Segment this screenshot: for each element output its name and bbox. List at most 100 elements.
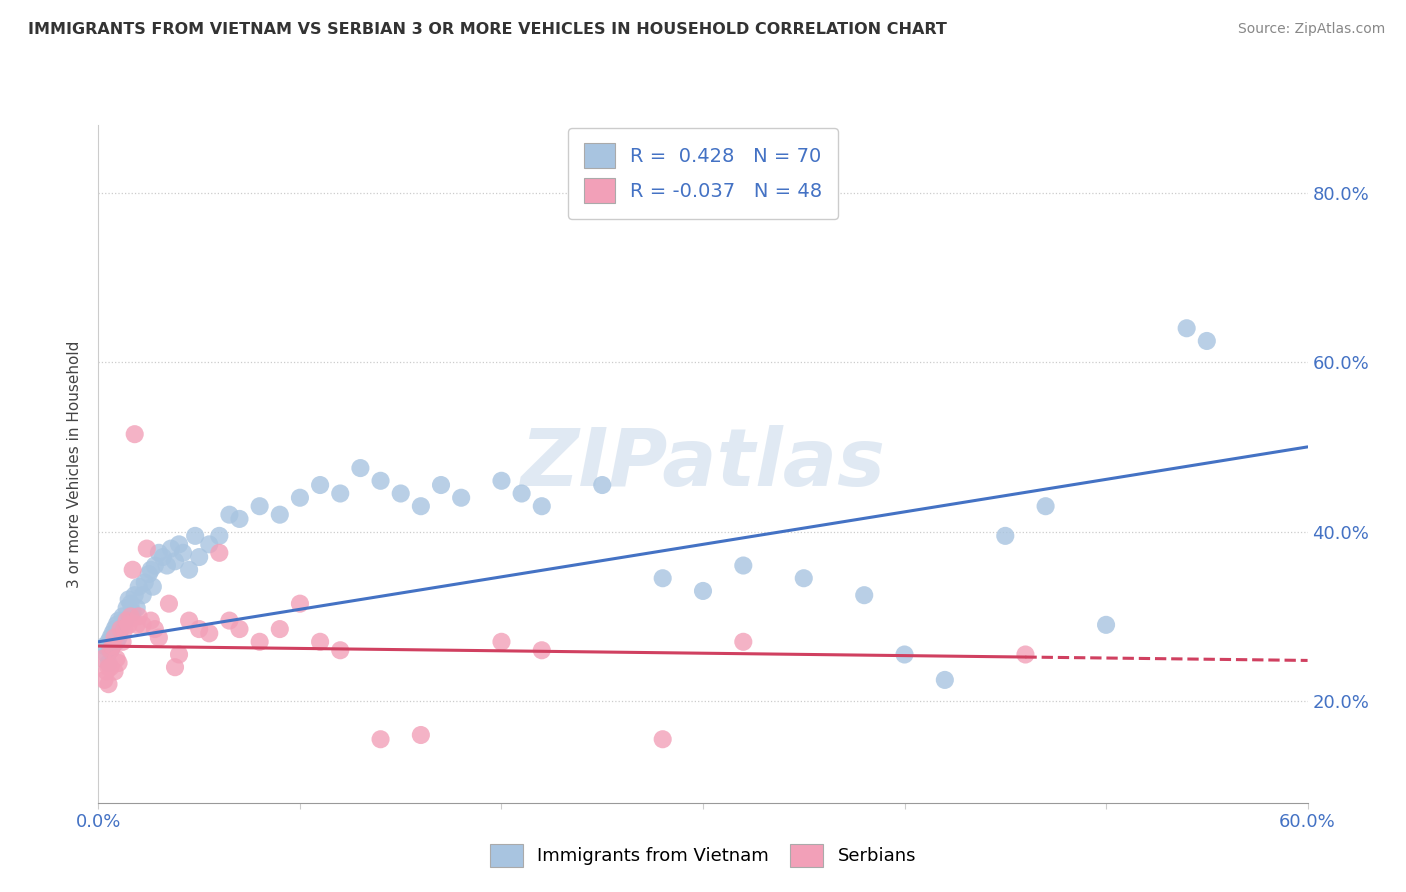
Point [510, 486, 533, 500]
Point [1014, 648, 1036, 662]
Point [128, 609, 150, 624]
Point [172, 546, 194, 560]
Point [218, 614, 240, 628]
Point [101, 639, 124, 653]
Point [142, 580, 165, 594]
Point [163, 660, 186, 674]
Point [125, 601, 148, 615]
Point [148, 546, 170, 560]
Point [733, 558, 755, 573]
Point [105, 617, 128, 632]
Point [96, 648, 118, 662]
Point [853, 588, 876, 602]
Point [591, 478, 613, 492]
Point [111, 609, 134, 624]
Point [329, 643, 352, 657]
Point [121, 605, 143, 619]
Point [132, 588, 155, 602]
Legend: R =  0.428   N = 70, R = -0.037   N = 48: R = 0.428 N = 70, R = -0.037 N = 48 [568, 128, 838, 219]
Point [152, 549, 174, 565]
Point [1195, 334, 1218, 348]
Point [124, 588, 146, 602]
Point [105, 651, 128, 665]
Point [107, 614, 129, 628]
Point [218, 508, 240, 522]
Point [134, 575, 156, 590]
Point [249, 635, 271, 649]
Point [530, 643, 553, 657]
Point [97, 677, 120, 691]
Point [100, 631, 122, 645]
Point [167, 537, 190, 551]
Point [139, 563, 162, 577]
Point [114, 622, 136, 636]
Point [198, 537, 221, 551]
Point [103, 631, 125, 645]
Point [100, 660, 122, 674]
Point [228, 622, 250, 636]
Point [692, 583, 714, 598]
Point [793, 571, 815, 585]
Point [111, 635, 134, 649]
Point [1175, 321, 1198, 335]
Text: Source: ZipAtlas.com: Source: ZipAtlas.com [1237, 22, 1385, 37]
Point [103, 622, 125, 636]
Point [288, 491, 311, 505]
Point [893, 648, 915, 662]
Legend: Immigrants from Vietnam, Serbians: Immigrants from Vietnam, Serbians [482, 837, 924, 874]
Point [138, 567, 160, 582]
Point [93, 639, 115, 653]
Point [91, 651, 114, 665]
Point [1035, 500, 1057, 514]
Point [389, 486, 412, 500]
Point [491, 635, 513, 649]
Point [491, 474, 513, 488]
Point [97, 635, 120, 649]
Point [160, 541, 183, 556]
Point [148, 631, 170, 645]
Point [994, 529, 1017, 543]
Point [208, 546, 231, 560]
Point [409, 728, 432, 742]
Point [157, 597, 180, 611]
Point [114, 614, 136, 628]
Point [101, 626, 124, 640]
Point [97, 660, 120, 674]
Point [101, 639, 124, 653]
Point [132, 617, 155, 632]
Point [103, 665, 125, 679]
Text: ZIPatlas: ZIPatlas [520, 425, 886, 503]
Point [100, 643, 122, 657]
Point [143, 558, 166, 573]
Point [135, 541, 157, 556]
Point [329, 486, 352, 500]
Point [1095, 617, 1118, 632]
Point [121, 563, 143, 577]
Point [184, 529, 207, 543]
Point [167, 648, 190, 662]
Point [125, 617, 148, 632]
Point [651, 571, 673, 585]
Point [198, 626, 221, 640]
Point [156, 558, 179, 573]
Point [139, 614, 162, 628]
Point [370, 732, 392, 747]
Point [409, 500, 432, 514]
Point [107, 656, 129, 670]
Point [115, 614, 138, 628]
Point [530, 500, 553, 514]
Point [163, 554, 186, 568]
Point [309, 635, 332, 649]
Point [105, 635, 128, 649]
Point [110, 622, 132, 636]
Point [188, 549, 211, 565]
Point [934, 673, 956, 687]
Point [430, 478, 453, 492]
Point [450, 491, 472, 505]
Point [370, 474, 392, 488]
Point [349, 461, 371, 475]
Point [120, 597, 142, 611]
Point [120, 609, 142, 624]
Point [288, 597, 311, 611]
Point [228, 512, 250, 526]
